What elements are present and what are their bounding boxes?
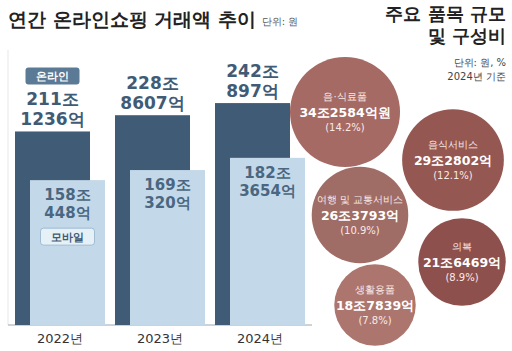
label-line: 3654억 <box>239 182 296 200</box>
bubble <box>334 264 415 345</box>
data-label-mobile: 169조320억 <box>144 176 190 212</box>
bar-mobile <box>30 180 105 325</box>
data-label-mobile: 158조448억 <box>44 186 90 222</box>
label-line: 897억 <box>226 81 279 101</box>
legend-badge-mobile <box>41 228 95 245</box>
label-line: 1236억 <box>20 109 84 129</box>
chart-subtitle: 단위: 원 <box>262 16 299 27</box>
label-line: 242조 <box>226 61 279 81</box>
bubble-share-label: (7.8%) <box>358 315 391 326</box>
data-label-online: 228조8607억 <box>120 73 184 113</box>
chart-canvas: 연간 온라인쇼핑 거래액 추이 단위: 원 211조1236억 158조448억 온라인… <box>0 0 512 351</box>
legend-online: 온라인 <box>36 70 69 83</box>
bubble-share-label: (14.2%) <box>325 122 365 133</box>
bubble-value-label: 26조3793억 <box>321 208 399 223</box>
bubble-value-label: 29조2802억 <box>414 153 492 168</box>
bubble-share-label: (10.9%) <box>340 225 380 236</box>
bubble-category: 여행 및 교통서비스 <box>317 194 403 205</box>
bar-mobile <box>230 158 305 325</box>
bubble <box>402 109 504 211</box>
label-line: 158조 <box>44 186 90 204</box>
x-tick-label: 2023년 <box>137 331 183 346</box>
legend-badge-online <box>26 67 80 84</box>
bubble <box>312 167 409 264</box>
bubble-category: 음식서비스 <box>428 139 478 150</box>
y-axis-line <box>8 50 9 325</box>
bubble-category: 음·식료품 <box>323 91 366 102</box>
label-line: 228조 <box>126 73 179 93</box>
bubble-title: 주요 품목 규모 및 구성비 <box>374 3 506 47</box>
bubble-category: 의복 <box>452 241 472 252</box>
data-label-mobile: 182조3654억 <box>239 164 296 200</box>
label-line: 211조 <box>26 89 79 109</box>
x-tick-label: 2022년 <box>37 331 83 346</box>
label-line: 182조 <box>244 164 290 182</box>
bubble <box>418 218 505 305</box>
bubble-subtitle: 단위: 원, % <box>454 57 506 68</box>
bars <box>15 103 305 325</box>
bubble <box>290 57 400 167</box>
label-line: 320억 <box>144 194 190 212</box>
bubble-annotation: 2024년 기준 <box>447 71 506 82</box>
bubbles <box>290 57 506 346</box>
data-label-online: 211조1236억 <box>20 89 84 129</box>
label-line: 8607억 <box>120 93 184 113</box>
chart-title: 연간 온라인쇼핑 거래액 추이 <box>8 8 256 30</box>
bubble-value-label: 34조2584억원 <box>299 105 390 120</box>
label-line: 169조 <box>144 176 190 194</box>
bubble-value-label: 21조6469억 <box>423 255 501 270</box>
data-label-online: 242조897억 <box>226 61 279 101</box>
bubble-share-label: (8.9%) <box>445 272 478 283</box>
bar-mobile <box>130 170 205 325</box>
x-tick-label: 2024년 <box>237 331 283 346</box>
bubble-share-label: (12.1%) <box>433 170 473 181</box>
label-line: 448억 <box>44 204 90 222</box>
bubble-value-label: 18조7839억 <box>336 298 414 313</box>
bubble-category: 생활용품 <box>355 284 395 295</box>
legend-mobile: 모바일 <box>51 231 84 244</box>
